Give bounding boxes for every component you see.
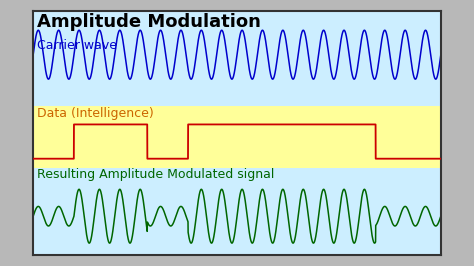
Text: Amplitude Modulation: Amplitude Modulation xyxy=(37,13,261,31)
Text: Carrier wave: Carrier wave xyxy=(37,39,117,52)
Text: Data (Intelligence): Data (Intelligence) xyxy=(37,107,154,120)
Bar xyxy=(33,106,441,168)
Text: Resulting Amplitude Modulated signal: Resulting Amplitude Modulated signal xyxy=(37,168,274,181)
